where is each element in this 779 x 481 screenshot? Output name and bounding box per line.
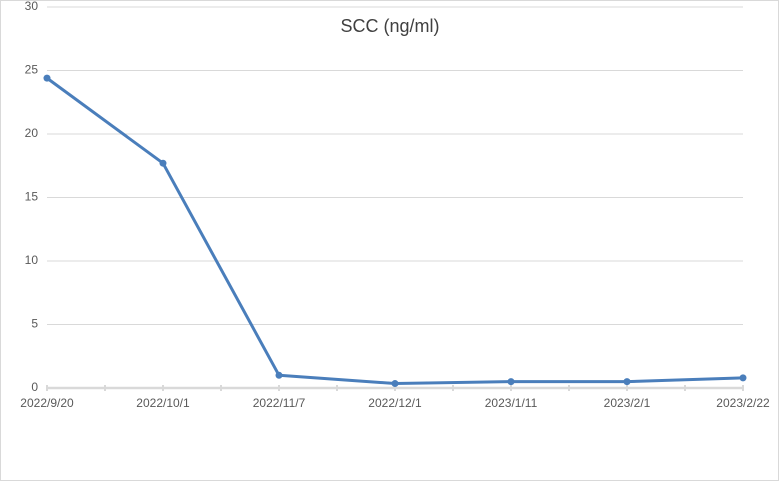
y-tick-label: 10 [25, 253, 39, 267]
data-point [739, 374, 747, 382]
x-tick-label: 2022/10/1 [136, 396, 190, 410]
data-point [159, 159, 167, 167]
y-tick-label: 5 [31, 317, 38, 331]
x-tick-label: 2023/2/1 [604, 396, 651, 410]
data-point [623, 378, 631, 386]
y-tick-label: 20 [25, 126, 39, 140]
x-tick-label: 2022/12/1 [368, 396, 422, 410]
x-tick-label: 2023/1/11 [485, 396, 538, 410]
y-tick-label: 30 [25, 0, 39, 13]
x-tick-label: 2022/11/7 [253, 396, 306, 410]
data-point [507, 378, 515, 386]
data-point [275, 371, 283, 379]
chart-title: SCC (ng/ml) [340, 16, 439, 36]
x-tick-label: 2023/2/22 [716, 396, 770, 410]
y-tick-label: 0 [31, 380, 38, 394]
data-point [43, 74, 51, 82]
y-tick-label: 15 [25, 190, 39, 204]
y-tick-label: 25 [25, 63, 39, 77]
x-tick-label: 2022/9/20 [20, 396, 74, 410]
data-point [391, 380, 399, 388]
